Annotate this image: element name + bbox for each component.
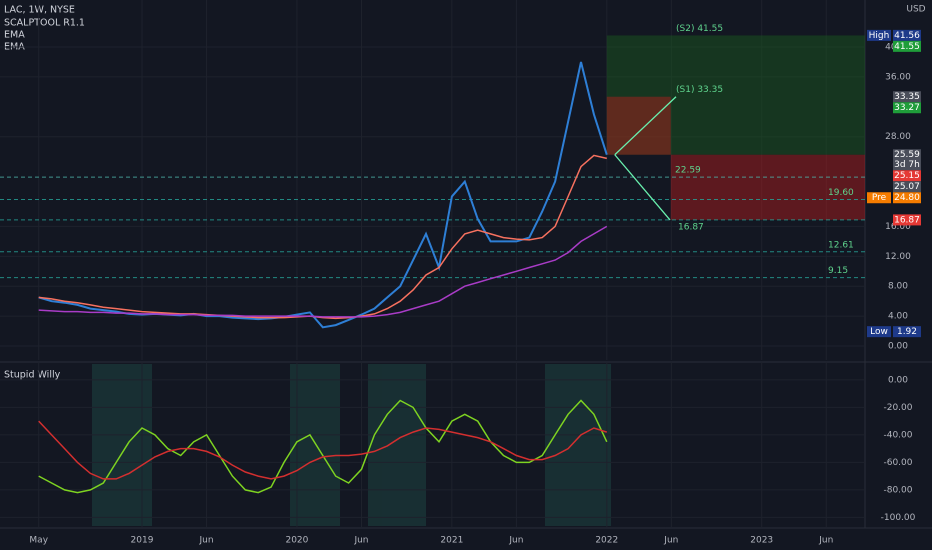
shade [545,364,611,526]
x-tick-label: 2019 [131,536,154,546]
x-tick-label: Jun [199,536,214,546]
indicator: EMA [4,30,25,41]
price-badge [893,102,921,114]
arrow [614,96,677,156]
x-tick-label: Jun [818,536,833,546]
price-tag [867,326,891,338]
indicator: SCALPTOOL R1.1 [4,18,85,29]
price-badge-label: 25.07 [894,182,920,192]
price-badge [893,170,921,182]
symbol: LAC, 1W, NYSE [4,5,75,16]
x-tick-label: 2022 [595,536,618,546]
price-badge-label: 33.35 [894,92,920,102]
series-line [38,225,608,318]
price-badge-label: 25.15 [894,171,920,181]
y-tick-label: -40.00 [883,430,912,440]
price-badge-sub: 3d 7h [894,160,920,170]
y-tick-label: -80.00 [883,485,912,495]
price-badge [893,40,921,52]
y-tick-label: 28.00 [885,132,911,142]
x-tick-label: 2021 [440,536,463,546]
x-tick-label: Jun [353,536,368,546]
level-label: 19.60 [828,188,854,198]
y-tick-label: -20.00 [883,403,912,413]
target-zone [606,96,671,155]
x-tick-label: 2020 [285,536,308,546]
price-badge-label: 41.55 [894,42,920,52]
level-label: 16.87 [678,222,704,232]
price-badge [893,326,921,338]
level-label: 12.61 [828,240,854,250]
y-tick-label: 36.00 [885,72,911,82]
y-tick-label: -100.00 [881,513,916,523]
shade [368,364,426,526]
price-badge [893,149,921,171]
x-tick-label: May [29,536,48,546]
y-tick-label: 0.00 [888,342,908,352]
currency: USD [906,5,925,15]
price-badge [893,29,921,41]
shade [290,364,340,526]
level-label: 9.15 [828,266,848,276]
y-tick-label: 0.00 [888,375,908,385]
series-line [38,399,608,494]
level-label: 22.59 [675,166,701,176]
price-badge-label: 1.92 [897,327,917,337]
y-tick-label: 4.00 [888,312,908,322]
price-tag [867,192,891,204]
price-badge [893,214,921,226]
series-line [38,420,608,480]
price-badge-label: 41.56 [894,31,920,41]
price-tag-label: Low [870,327,888,337]
price-badge-label: 33.27 [894,103,920,113]
price-badge-label: 24.80 [894,193,920,203]
level-label: (S1) 33.35 [676,85,723,95]
stop-zone [670,154,865,220]
shade [92,364,152,526]
price-tag-label: High [869,31,890,41]
y-tick-label: 8.00 [888,282,908,292]
price-badge [893,181,921,193]
price-badge-label: 25.59 [894,150,920,160]
price-tag [867,29,891,41]
arrow [614,154,671,221]
y-tick-label: -60.00 [883,458,912,468]
price-tag-label: Pre [872,193,887,203]
price-badge [893,91,921,103]
series-line [38,61,608,329]
level-label: (S2) 41.55 [676,24,723,34]
pane-title: Stupid Willy [4,370,61,381]
x-tick-label: 2023 [750,536,773,546]
price-badge [893,192,921,204]
target-zone [606,35,865,155]
x-tick-label: Jun [508,536,523,546]
x-tick-label: Jun [663,536,678,546]
y-tick-label: 16.00 [885,222,911,232]
y-tick-label: 12.00 [885,252,911,262]
price-badge-label: 16.87 [894,215,920,225]
